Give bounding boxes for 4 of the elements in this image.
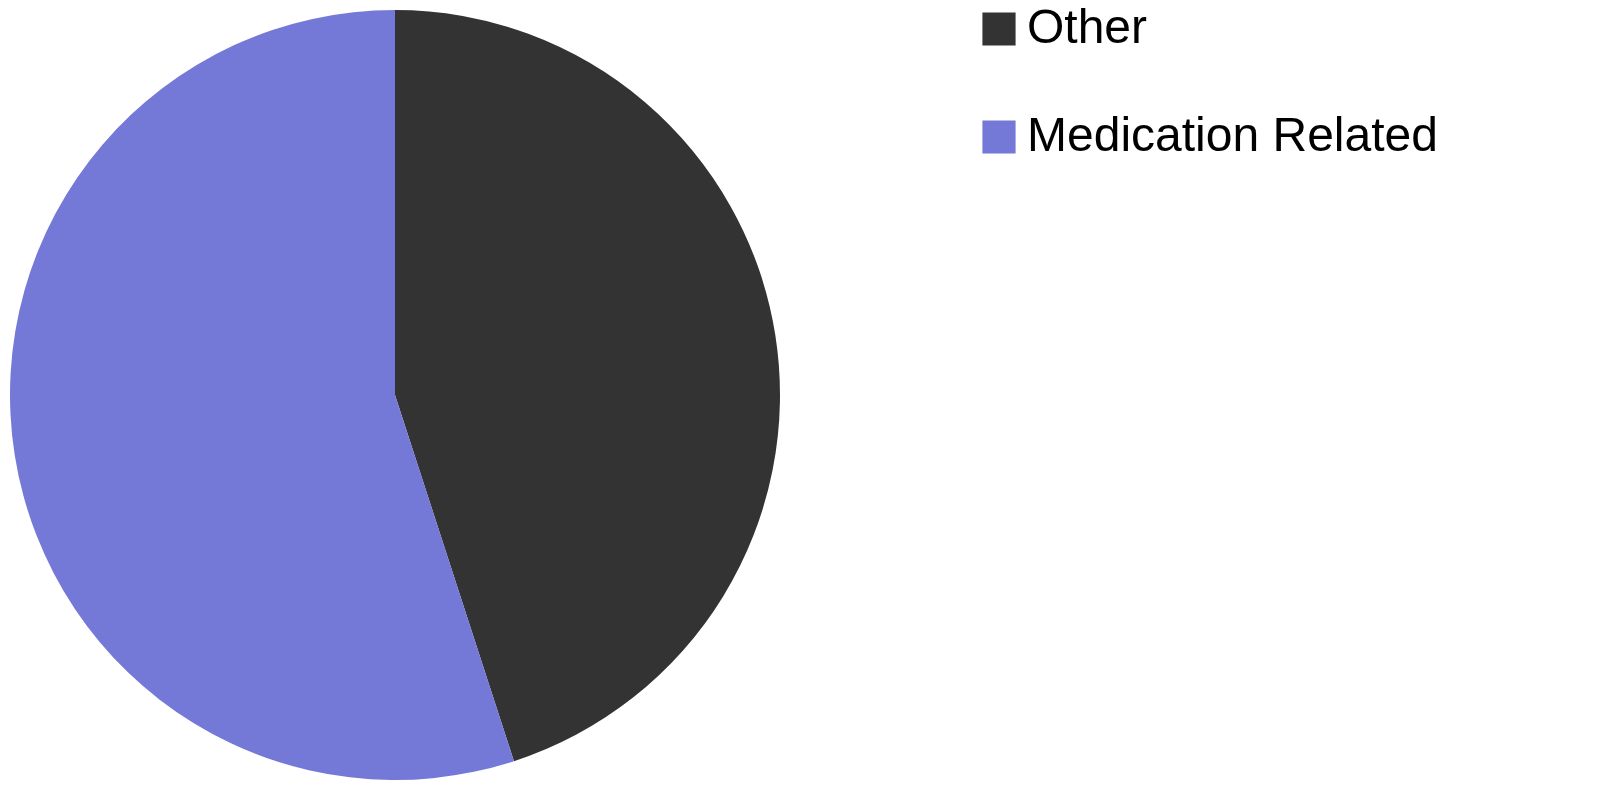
pie-slice — [395, 10, 780, 762]
legend-label: Medication Related — [1027, 108, 1438, 161]
legend-label: Other — [1027, 0, 1148, 53]
pie-slice — [10, 10, 514, 780]
